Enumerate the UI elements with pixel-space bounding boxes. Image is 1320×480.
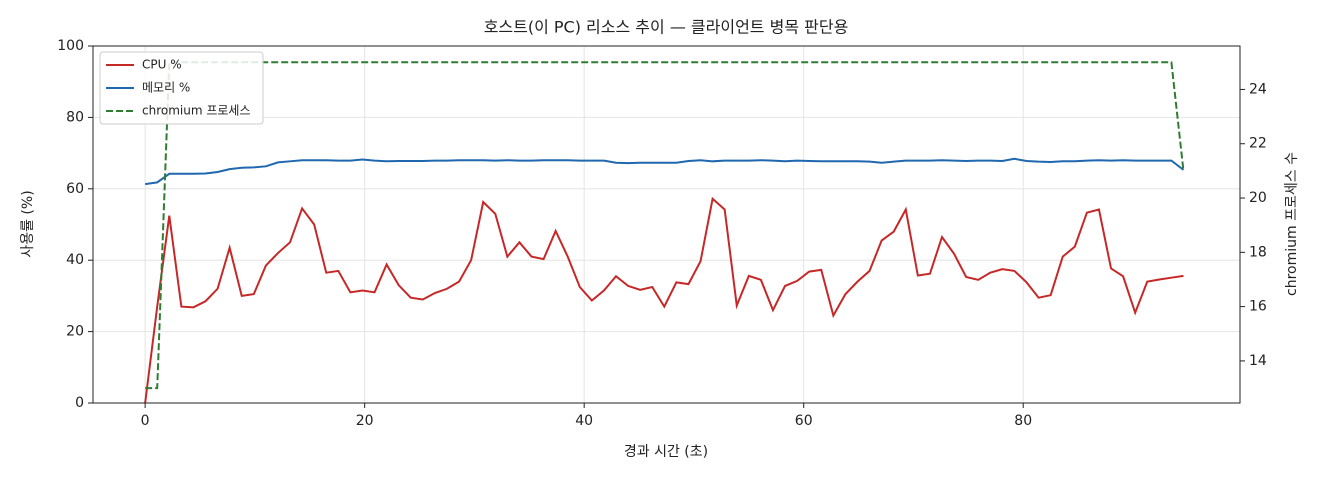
y2-tick-label: 14	[1249, 353, 1267, 369]
series-line	[145, 61, 1185, 390]
y-tick-label: 60	[66, 181, 84, 197]
x-tick-label: 80	[1014, 413, 1032, 429]
y-tick-label: 40	[66, 252, 84, 268]
series-line	[144, 196, 1184, 404]
y2-tick-label: 24	[1249, 81, 1267, 97]
series-line	[144, 157, 1185, 186]
y2-axis-label: chromium 프로세스 수	[1284, 152, 1300, 296]
x-tick-label: 40	[575, 413, 593, 429]
y-tick-label: 20	[66, 324, 84, 340]
y2-tick-label: 18	[1249, 244, 1267, 260]
legend-label: chromium 프로세스	[142, 104, 251, 118]
legend-label: 메모리 %	[142, 81, 190, 95]
y-tick-label: 80	[66, 109, 84, 125]
y2-tick-label: 22	[1249, 136, 1267, 152]
y2-tick-label: 20	[1249, 190, 1267, 206]
y-tick-label: 0	[75, 395, 84, 411]
chart-title: 호스트(이 PC) 리소스 추이 — 클라이언트 병목 판단용	[484, 18, 849, 37]
legend-box	[99, 51, 264, 125]
y-axis-label: 사용률 (%)	[20, 190, 36, 257]
legend-label: CPU %	[142, 58, 182, 72]
plot-frame	[92, 45, 1241, 404]
x-tick-label: 60	[795, 413, 813, 429]
x-tick-label: 0	[141, 413, 150, 429]
x-axis-label: 경과 시간 (초)	[624, 444, 708, 460]
x-tick-label: 20	[356, 413, 374, 429]
y2-tick-label: 16	[1249, 299, 1267, 315]
y-tick-label: 100	[57, 38, 84, 54]
